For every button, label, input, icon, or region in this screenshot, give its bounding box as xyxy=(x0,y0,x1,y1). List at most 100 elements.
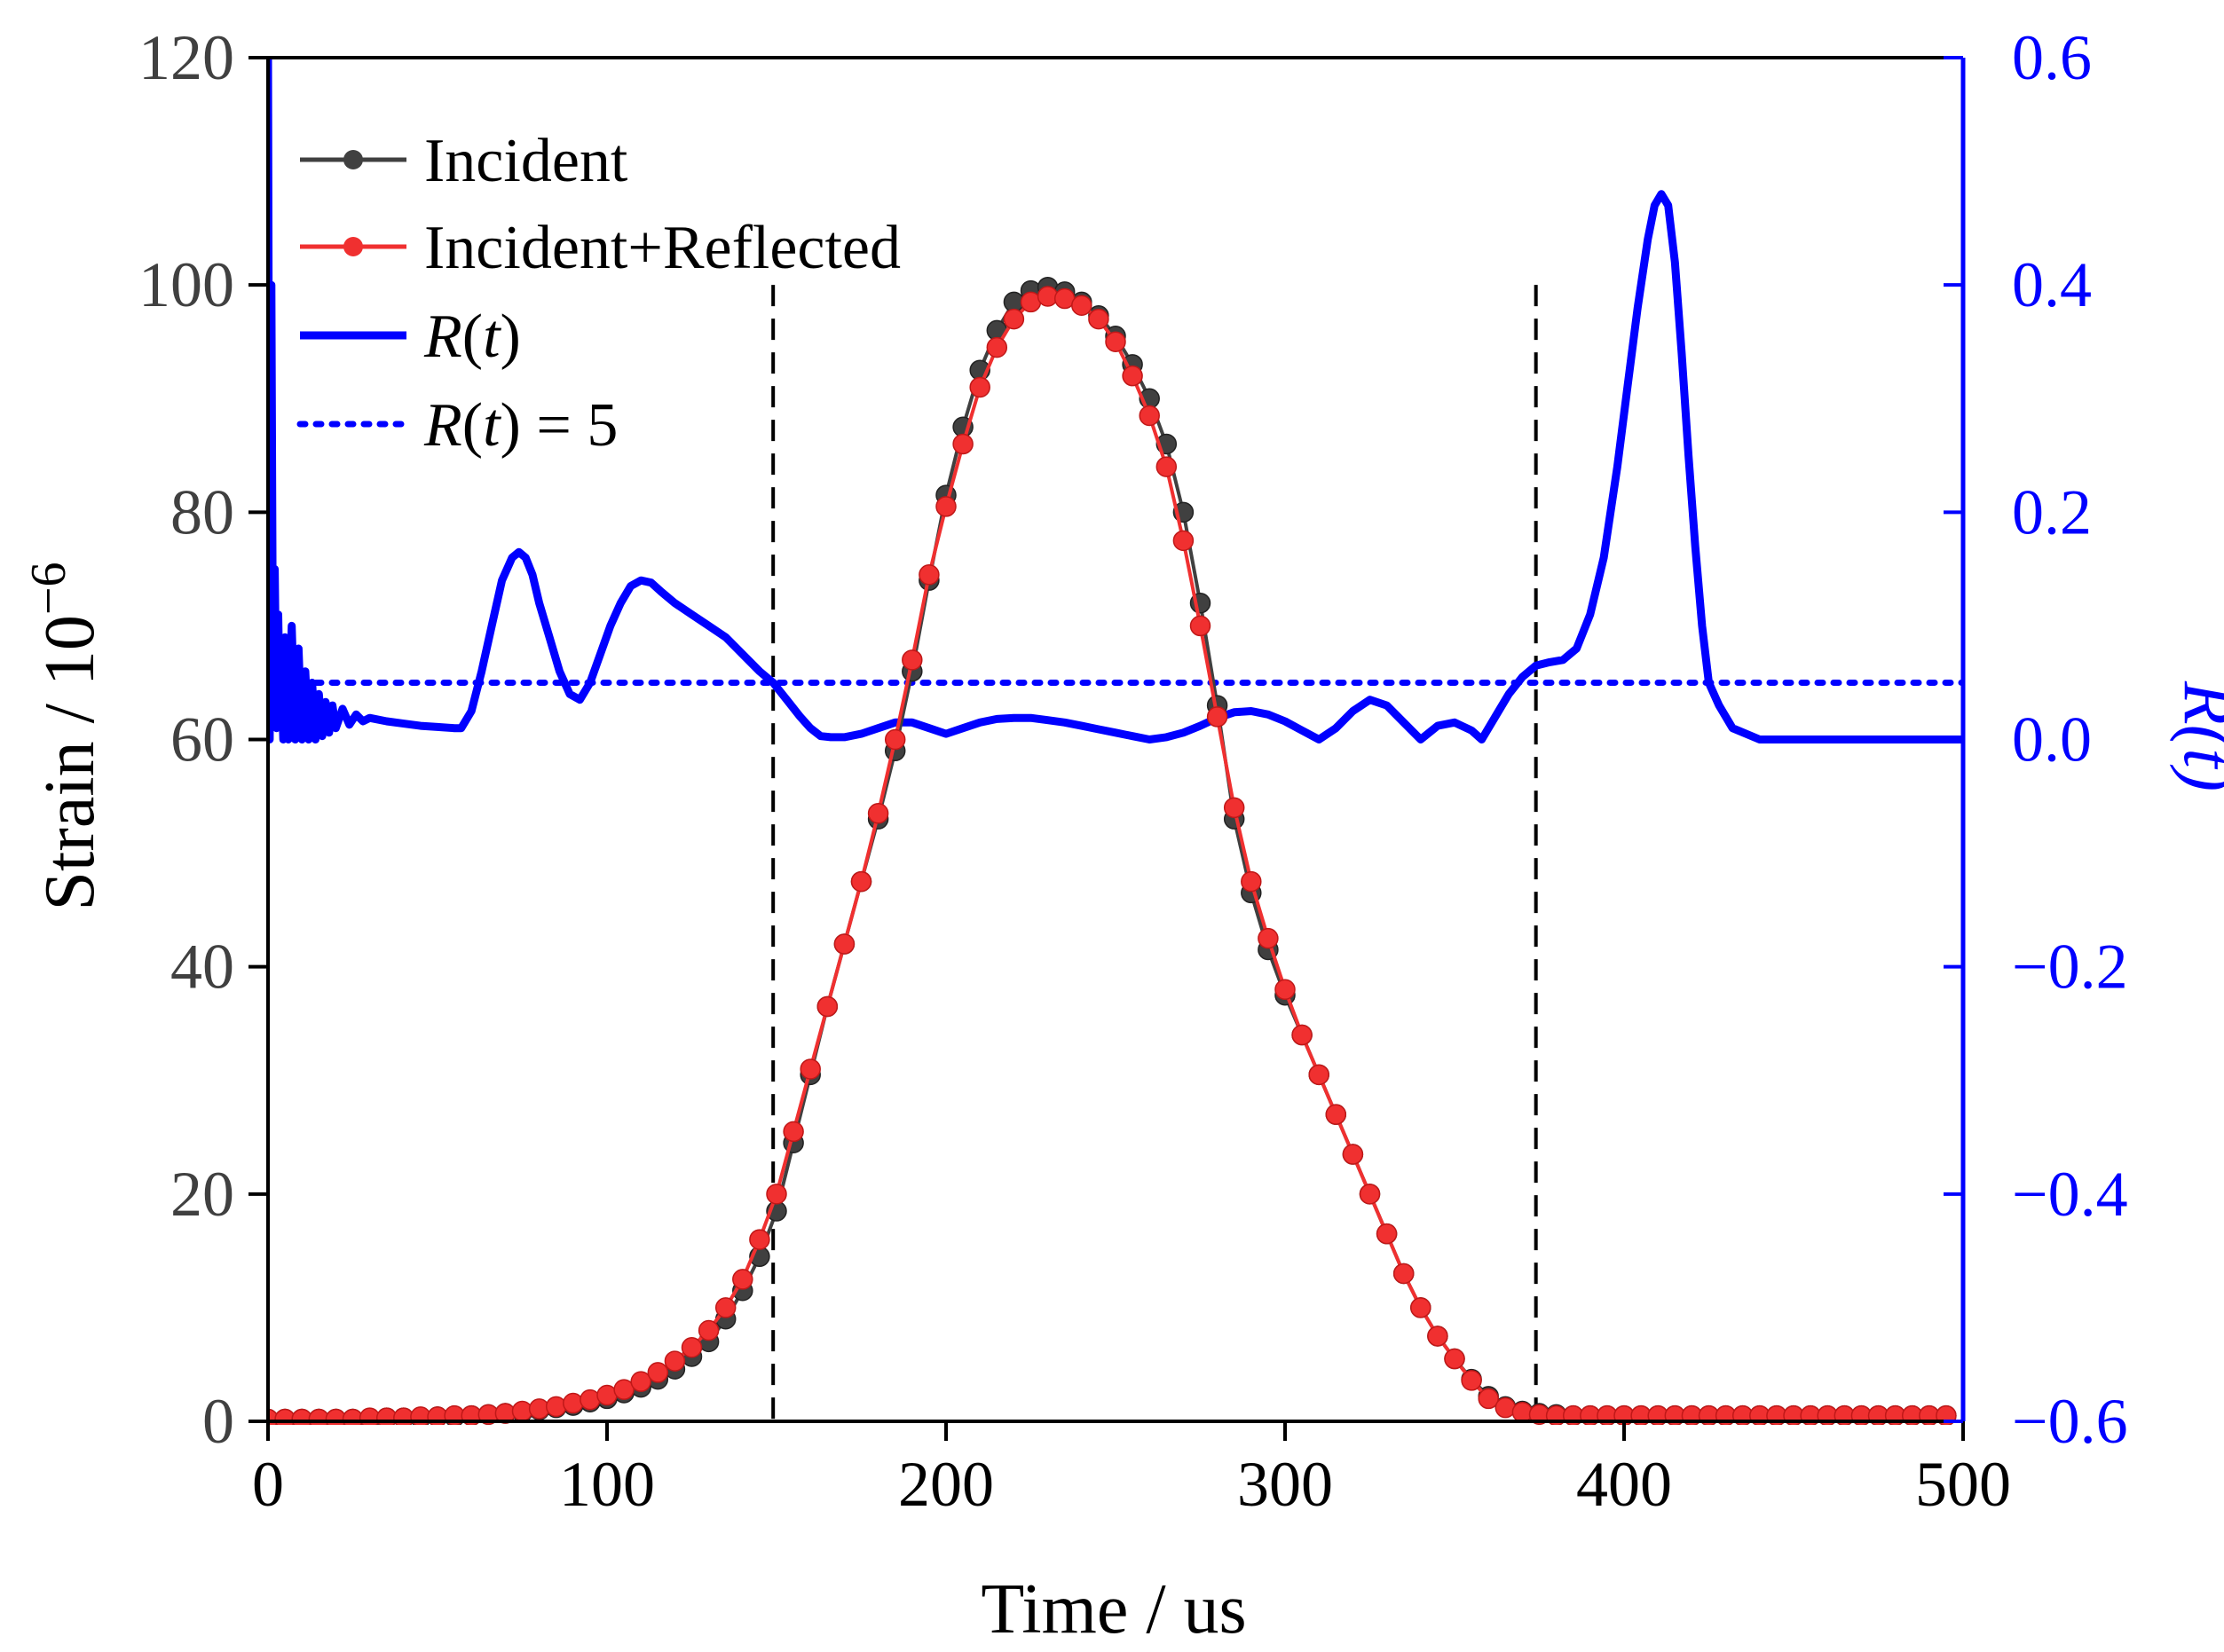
series-incident_reflected-point xyxy=(1105,331,1126,352)
series-incident_reflected-point xyxy=(783,1121,804,1143)
series-incident_reflected-point xyxy=(1291,1024,1313,1046)
series-incident_reflected-point xyxy=(986,336,1008,358)
x-axis-title: Time / us xyxy=(981,1570,1246,1648)
y-left-axis-title-exponent: −6 xyxy=(21,562,76,616)
series-incident_reflected-point xyxy=(1223,797,1245,819)
series-layer xyxy=(268,57,1963,1425)
legend-item-incident_reflected: Incident+Reflected xyxy=(300,214,901,282)
series-incident_reflected-point xyxy=(1342,1144,1364,1165)
series-incident_reflected-point xyxy=(714,1297,737,1318)
series-r-t-line xyxy=(268,57,1963,743)
series-incident_reflected-point xyxy=(833,933,856,955)
legend-label-part: ( xyxy=(462,303,483,371)
series-incident_reflected-point xyxy=(749,1229,770,1250)
series-incident_reflected-point xyxy=(969,376,990,398)
series-incident_reflected-point xyxy=(1410,1297,1431,1318)
series-incident_reflected-point xyxy=(1461,1370,1482,1391)
y-left-axis-title-base: Strain / 10 xyxy=(31,615,109,910)
series-incident_reflected-point xyxy=(1122,365,1143,387)
series-incident_reflected-point xyxy=(1376,1223,1398,1245)
y-right-tick-label: 0.2 xyxy=(2012,476,2092,547)
legend-label: R(t) = 5 xyxy=(423,391,618,460)
legend-label-part: R xyxy=(423,303,462,371)
legend-label: R(t) xyxy=(423,303,521,371)
x-tick-label: 100 xyxy=(559,1449,655,1520)
series-incident_reflected-point xyxy=(850,870,872,893)
legend-item-r_t: R(t) xyxy=(300,303,521,371)
x-tick-label: 0 xyxy=(252,1449,284,1520)
series-incident_reflected-point xyxy=(1274,979,1296,1001)
series-incident_reflected-point xyxy=(1155,456,1178,477)
legend-label: Incident+Reflected xyxy=(424,214,901,282)
y-left-tick-label: 20 xyxy=(170,1159,234,1230)
legend-label-part: R xyxy=(423,391,462,460)
x-tick-label: 300 xyxy=(1237,1449,1333,1520)
y-right-tick-label: 0.0 xyxy=(2012,704,2092,775)
legend-label-part: t xyxy=(483,391,501,460)
series-incident_reflected-point xyxy=(867,803,889,824)
y-right-tick-label: −0.4 xyxy=(2012,1159,2128,1230)
axes-layer: 0 100 200 300 400 500 0 20 40 60 80 100 120 −0.6 −0.4 −… xyxy=(138,22,2128,1520)
y-right-tick-label: −0.2 xyxy=(2012,932,2128,1003)
series-incident_reflected-point xyxy=(698,1319,720,1341)
series-incident_reflected-point xyxy=(563,1392,584,1414)
legend-label-part: ) = 5 xyxy=(501,391,619,460)
series-incident_reflected-point xyxy=(1427,1326,1448,1347)
y-right-tick-label: −0.6 xyxy=(2012,1386,2128,1457)
series-incident_reflected-point xyxy=(1206,706,1228,728)
y-right-axis-title: R(t) xyxy=(2169,680,2224,791)
legend-label: Incident xyxy=(424,127,628,195)
series-incident_reflected-point xyxy=(545,1396,567,1418)
series-incident_reflected-point xyxy=(1071,295,1092,316)
series-incident_reflected-point xyxy=(902,649,923,671)
y-right-tick-label: 0.6 xyxy=(2012,22,2092,93)
series-incident_reflected-point xyxy=(1478,1388,1499,1410)
y-left-tick-label: 120 xyxy=(138,22,234,93)
legend-item-incident: Incident xyxy=(300,127,628,195)
series-incident_reflected-point xyxy=(884,728,906,751)
y-left-tick-label: 60 xyxy=(170,704,234,775)
y-left-tick-label: 0 xyxy=(202,1386,234,1457)
series-incident_reflected-point xyxy=(935,496,957,517)
x-tick-label: 400 xyxy=(1576,1449,1672,1520)
series-incident_reflected-point xyxy=(1308,1064,1329,1086)
series-incident_reflected-point xyxy=(766,1184,787,1205)
series-incident_reflected-point xyxy=(1189,615,1211,637)
legend-item-r_t_threshold: R(t) = 5 xyxy=(296,391,618,460)
series-incident_reflected-point xyxy=(1258,927,1279,949)
y-left-axis-title: Strain / 10−6 xyxy=(21,562,109,911)
series-incident_reflected-point xyxy=(630,1371,651,1392)
series-incident_reflected-point xyxy=(816,995,839,1018)
series-incident_reflected-point xyxy=(647,1362,669,1383)
series-incident_reflected-point xyxy=(1003,308,1025,330)
series-incident_reflected-point xyxy=(1444,1348,1465,1370)
series-incident_reflected-point xyxy=(1139,405,1160,427)
series-incident_reflected-point xyxy=(919,564,940,586)
series-incident_reflected-point xyxy=(613,1379,635,1400)
legend-swatch-marker xyxy=(343,237,363,256)
x-tick-label: 200 xyxy=(898,1449,994,1520)
legend-swatch-marker xyxy=(343,150,363,169)
y-right-tick-label: 0.4 xyxy=(2012,249,2092,320)
series-incident_reflected-point xyxy=(1325,1104,1347,1125)
series-incident_reflected-point xyxy=(800,1058,821,1080)
series-incident_reflected-point xyxy=(681,1336,703,1358)
x-tick-label: 500 xyxy=(1915,1449,2011,1520)
series-incident_reflected-point xyxy=(732,1269,753,1290)
series-incident_reflected-line xyxy=(268,294,1946,1421)
y-left-tick-label: 80 xyxy=(170,476,234,547)
y-left-tick-label: 40 xyxy=(170,932,234,1003)
series-incident_reflected-point xyxy=(664,1350,686,1372)
legend-label-part: ( xyxy=(462,391,483,460)
legend-label-part: ) xyxy=(501,303,521,371)
y-left-tick-label: 100 xyxy=(138,249,234,320)
series-incident_reflected-point xyxy=(1088,308,1109,330)
series-incident_reflected-point xyxy=(1359,1184,1381,1205)
legend-label-part: t xyxy=(483,303,501,371)
series-incident_reflected-point xyxy=(1241,870,1262,893)
series-incident_reflected-point xyxy=(1392,1263,1415,1285)
series-incident_reflected-point xyxy=(1172,530,1195,552)
